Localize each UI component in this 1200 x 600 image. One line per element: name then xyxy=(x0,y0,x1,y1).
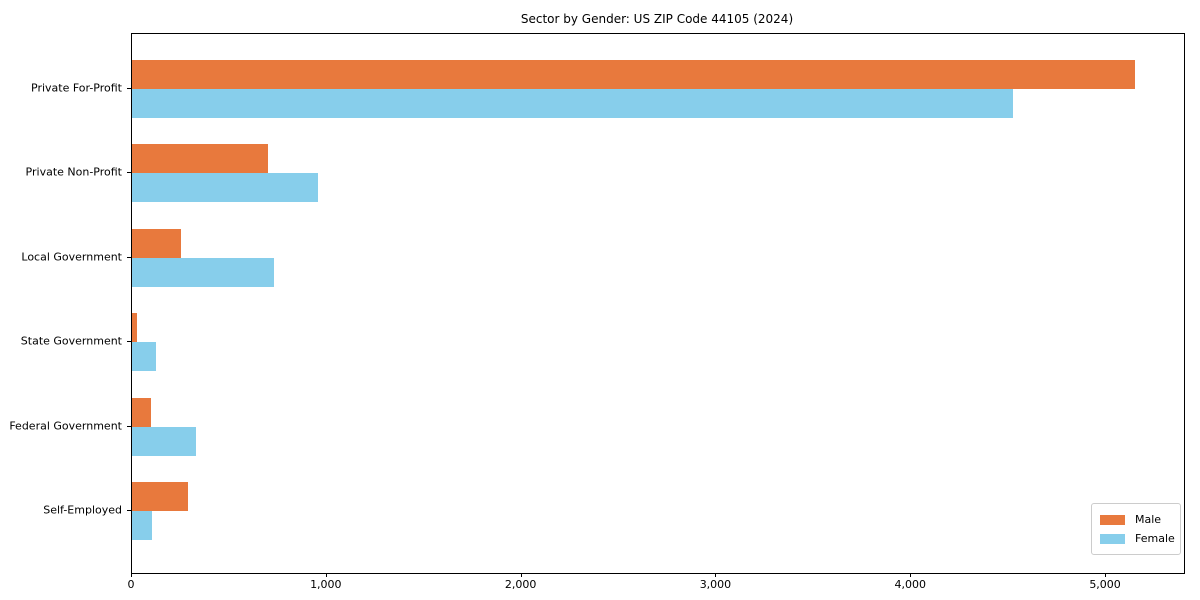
y-tick-label: Local Government xyxy=(21,250,122,264)
y-tick-label: State Government xyxy=(20,334,122,348)
bar-male-6 xyxy=(132,482,189,511)
legend-label-female: Female xyxy=(1135,532,1175,545)
y-tick-mark xyxy=(127,256,131,258)
x-tick-label: 5,000 xyxy=(1089,578,1121,591)
x-tick-label: 2,000 xyxy=(504,578,537,591)
legend-label-male: Male xyxy=(1135,513,1162,526)
legend: Male Female xyxy=(1091,503,1181,555)
bar-female-5 xyxy=(132,426,197,456)
y-tick-mark xyxy=(127,510,131,511)
x-tick-mark xyxy=(325,573,327,577)
bar-male-4 xyxy=(132,313,137,343)
x-tick-label: 4,000 xyxy=(894,578,927,591)
x-tick-label: 3,000 xyxy=(699,578,732,591)
y-tick-mark xyxy=(127,172,131,174)
bar-female-6 xyxy=(132,511,153,540)
y-tick-mark xyxy=(127,341,131,343)
x-tick-label: 0 xyxy=(127,578,135,591)
legend-item-female: Female xyxy=(1100,529,1175,548)
y-tick-label: Federal Government xyxy=(9,419,122,433)
x-tick-mark xyxy=(1105,573,1107,577)
bar-male-1 xyxy=(132,60,1136,89)
x-tick-mark xyxy=(520,573,522,577)
bar-male-2 xyxy=(132,144,269,174)
y-tick-mark xyxy=(127,425,131,427)
x-tick-mark xyxy=(131,573,132,577)
bar-male-3 xyxy=(132,228,181,258)
bar-female-3 xyxy=(132,257,275,287)
legend-swatch-female xyxy=(1100,533,1125,544)
legend-item-male: Male xyxy=(1100,510,1173,529)
y-tick-label: Self-Employed xyxy=(43,503,122,517)
plot-area xyxy=(131,33,1185,574)
x-tick-mark xyxy=(715,573,717,577)
x-tick-label: 1,000 xyxy=(310,578,342,591)
bar-female-2 xyxy=(132,173,319,203)
bar-male-5 xyxy=(132,397,152,427)
bar-female-4 xyxy=(132,342,157,372)
chart-title: Sector by Gender: US ZIP Code 44105 (202… xyxy=(520,12,794,26)
y-tick-label: Private Non-Profit xyxy=(25,165,122,179)
y-tick-label: Private For-Profit xyxy=(31,81,122,95)
y-tick-mark xyxy=(127,88,131,89)
x-tick-mark xyxy=(910,573,912,577)
bar-female-1 xyxy=(132,89,1013,118)
legend-swatch-male xyxy=(1100,514,1125,525)
